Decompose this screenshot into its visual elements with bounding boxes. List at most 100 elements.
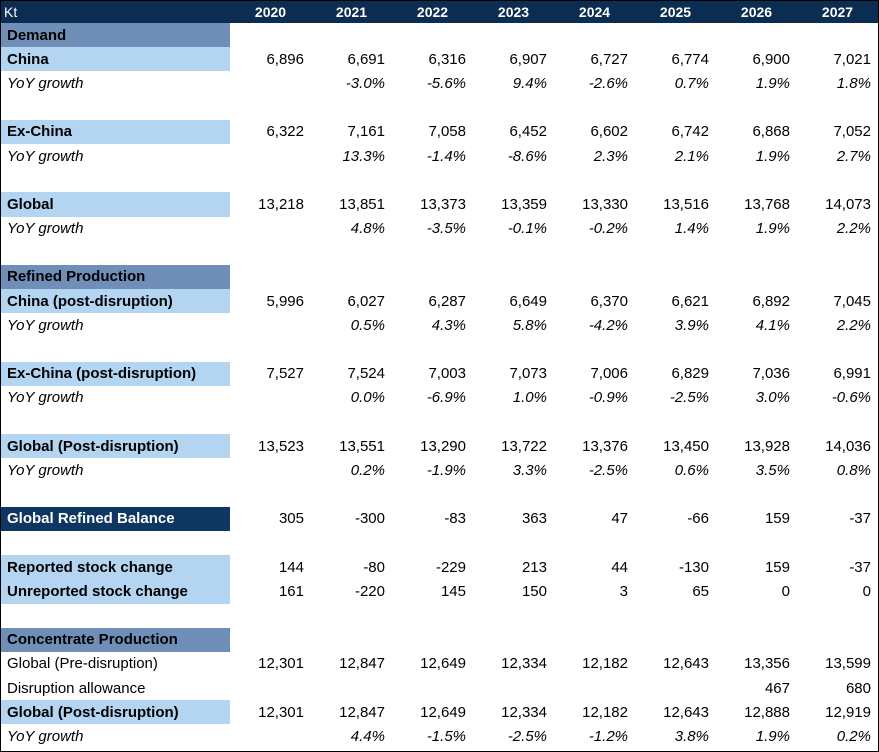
value-cell-2022: 6,287 bbox=[428, 292, 466, 310]
spacer-cell bbox=[716, 604, 797, 628]
spacer-cell bbox=[392, 337, 473, 361]
value-cell-2027: 6,991 bbox=[833, 365, 871, 383]
value-cell-2024: -4.2% bbox=[588, 316, 628, 334]
value-cell-2021 bbox=[311, 628, 392, 652]
value-cell-2026: 0 bbox=[781, 582, 790, 600]
spacer-cell bbox=[473, 241, 554, 265]
value-cell-2023 bbox=[473, 265, 554, 289]
row-label: Ex-China bbox=[1, 119, 230, 144]
yoy-growth-row: YoY growth 0.2% -1.9% 3.3% -2.5% 0.6% 3.5% 0.8% bbox=[1, 458, 878, 482]
spacer-cell bbox=[1, 168, 230, 192]
spacer-cell bbox=[473, 96, 554, 120]
header-row: Kt 2020 2021 2022 2023 2024 2025 2026 20… bbox=[1, 1, 878, 23]
table-row: Reported stock change 144 -80 -229 213 44 -130… bbox=[1, 555, 878, 580]
spacer-row bbox=[1, 337, 878, 361]
value-cell-2024: -2.6% bbox=[588, 74, 628, 92]
value-cell-2021: 7,161 bbox=[347, 123, 385, 141]
value-cell-2021: 0.5% bbox=[350, 316, 385, 334]
value-cell-2022: 145 bbox=[440, 582, 466, 600]
value-cell-2023: 150 bbox=[521, 582, 547, 600]
row-label: Global bbox=[1, 192, 230, 217]
value-cell-2024: 13,376 bbox=[582, 437, 628, 455]
value-cell-2025: -66 bbox=[687, 510, 709, 528]
value-cell-2025: -2.5% bbox=[669, 389, 709, 407]
value-cell-2024 bbox=[554, 265, 635, 289]
spacer-cell bbox=[635, 96, 716, 120]
table-row: China 6,896 6,691 6,316 6,907 6,727 6,774 6,900… bbox=[1, 47, 878, 72]
value-cell-2027: 14,036 bbox=[825, 437, 871, 455]
value-cell-2021: 13,851 bbox=[339, 195, 385, 213]
value-cell-2025: 3.9% bbox=[674, 316, 709, 334]
value-cell-2024: 6,370 bbox=[590, 292, 628, 310]
spacer-cell bbox=[473, 531, 554, 555]
value-cell-2022: -1.5% bbox=[426, 728, 466, 746]
value-cell-2027: 0.8% bbox=[836, 461, 871, 479]
value-cell-2020 bbox=[230, 144, 311, 168]
value-cell-2020 bbox=[230, 676, 311, 700]
table-row: Ex-China (post-disruption) 7,527 7,524 7,00… bbox=[1, 361, 878, 386]
value-cell-2024: 47 bbox=[611, 510, 628, 528]
value-cell-2025 bbox=[635, 676, 716, 700]
row-label: Global (Post-disruption) bbox=[1, 700, 230, 725]
value-cell-2026: 3.5% bbox=[755, 461, 790, 479]
year-header-2021: 2021 bbox=[311, 1, 392, 23]
value-cell-2020 bbox=[230, 313, 311, 337]
row-label: YoY growth bbox=[7, 461, 84, 479]
spacer-cell bbox=[716, 96, 797, 120]
value-cell-2023: 6,649 bbox=[509, 292, 547, 310]
value-cell-2027: 680 bbox=[845, 679, 871, 697]
value-cell-2024: 6,727 bbox=[590, 50, 628, 68]
spacer-cell bbox=[230, 410, 311, 434]
value-cell-2021: 13,551 bbox=[339, 437, 385, 455]
value-cell-2024: 3 bbox=[619, 582, 628, 600]
value-cell-2023: 363 bbox=[521, 510, 547, 528]
value-cell-2024: 12,182 bbox=[582, 655, 628, 673]
value-cell-2020 bbox=[230, 458, 311, 482]
yoy-growth-row: YoY growth 0.5% 4.3% 5.8% -4.2% 3.9% 4.1% 2.2% bbox=[1, 313, 878, 337]
spacer-row bbox=[1, 96, 878, 120]
value-cell-2024: 12,182 bbox=[582, 703, 628, 721]
value-cell-2020: 13,523 bbox=[258, 437, 304, 455]
value-cell-2025: 6,829 bbox=[671, 365, 709, 383]
section-header-row: Demand bbox=[1, 23, 878, 48]
value-cell-2027: 7,052 bbox=[833, 123, 871, 141]
section-header-row: Concentrate Production bbox=[1, 627, 878, 652]
value-cell-2021: -300 bbox=[354, 510, 385, 528]
value-cell-2023: 9.4% bbox=[512, 74, 547, 92]
spacer-cell bbox=[473, 410, 554, 434]
value-cell-2026: 13,768 bbox=[744, 195, 790, 213]
value-cell-2021: 7,524 bbox=[347, 365, 385, 383]
spacer-cell bbox=[554, 96, 635, 120]
value-cell-2022: 12,649 bbox=[420, 703, 466, 721]
value-cell-2027: 13,599 bbox=[825, 655, 871, 673]
year-header-2027: 2027 bbox=[797, 1, 878, 23]
row-label: Global (Pre-disruption) bbox=[7, 655, 158, 673]
value-cell-2026: 13,928 bbox=[744, 437, 790, 455]
row-label: YoY growth bbox=[7, 728, 84, 746]
value-cell-2020: 161 bbox=[278, 582, 304, 600]
value-cell-2027 bbox=[797, 265, 878, 289]
value-cell-2020 bbox=[230, 724, 311, 748]
value-cell-2023: 3.3% bbox=[512, 461, 547, 479]
value-cell-2024 bbox=[554, 676, 635, 700]
value-cell-2024: -0.9% bbox=[588, 389, 628, 407]
spacer-cell bbox=[392, 168, 473, 192]
value-cell-2026 bbox=[716, 628, 797, 652]
value-cell-2027: 12,919 bbox=[825, 703, 871, 721]
value-cell-2025: 3.8% bbox=[674, 728, 709, 746]
value-cell-2025: 6,774 bbox=[671, 50, 709, 68]
value-cell-2024: -1.2% bbox=[588, 728, 628, 746]
spacer-cell bbox=[473, 604, 554, 628]
spacer-cell bbox=[311, 604, 392, 628]
value-cell-2023 bbox=[473, 628, 554, 652]
spacer-cell bbox=[716, 531, 797, 555]
row-label: China bbox=[1, 47, 230, 72]
value-cell-2023: 213 bbox=[521, 558, 547, 576]
value-cell-2025: 0.7% bbox=[674, 74, 709, 92]
yoy-growth-row: YoY growth 4.4% -1.5% -2.5% -1.2% 3.8% 1.9% 0.2… bbox=[1, 724, 878, 748]
spacer-cell bbox=[635, 337, 716, 361]
value-cell-2024: 2.3% bbox=[593, 147, 628, 165]
spacer-cell bbox=[1, 604, 230, 628]
value-cell-2023: 13,722 bbox=[501, 437, 547, 455]
